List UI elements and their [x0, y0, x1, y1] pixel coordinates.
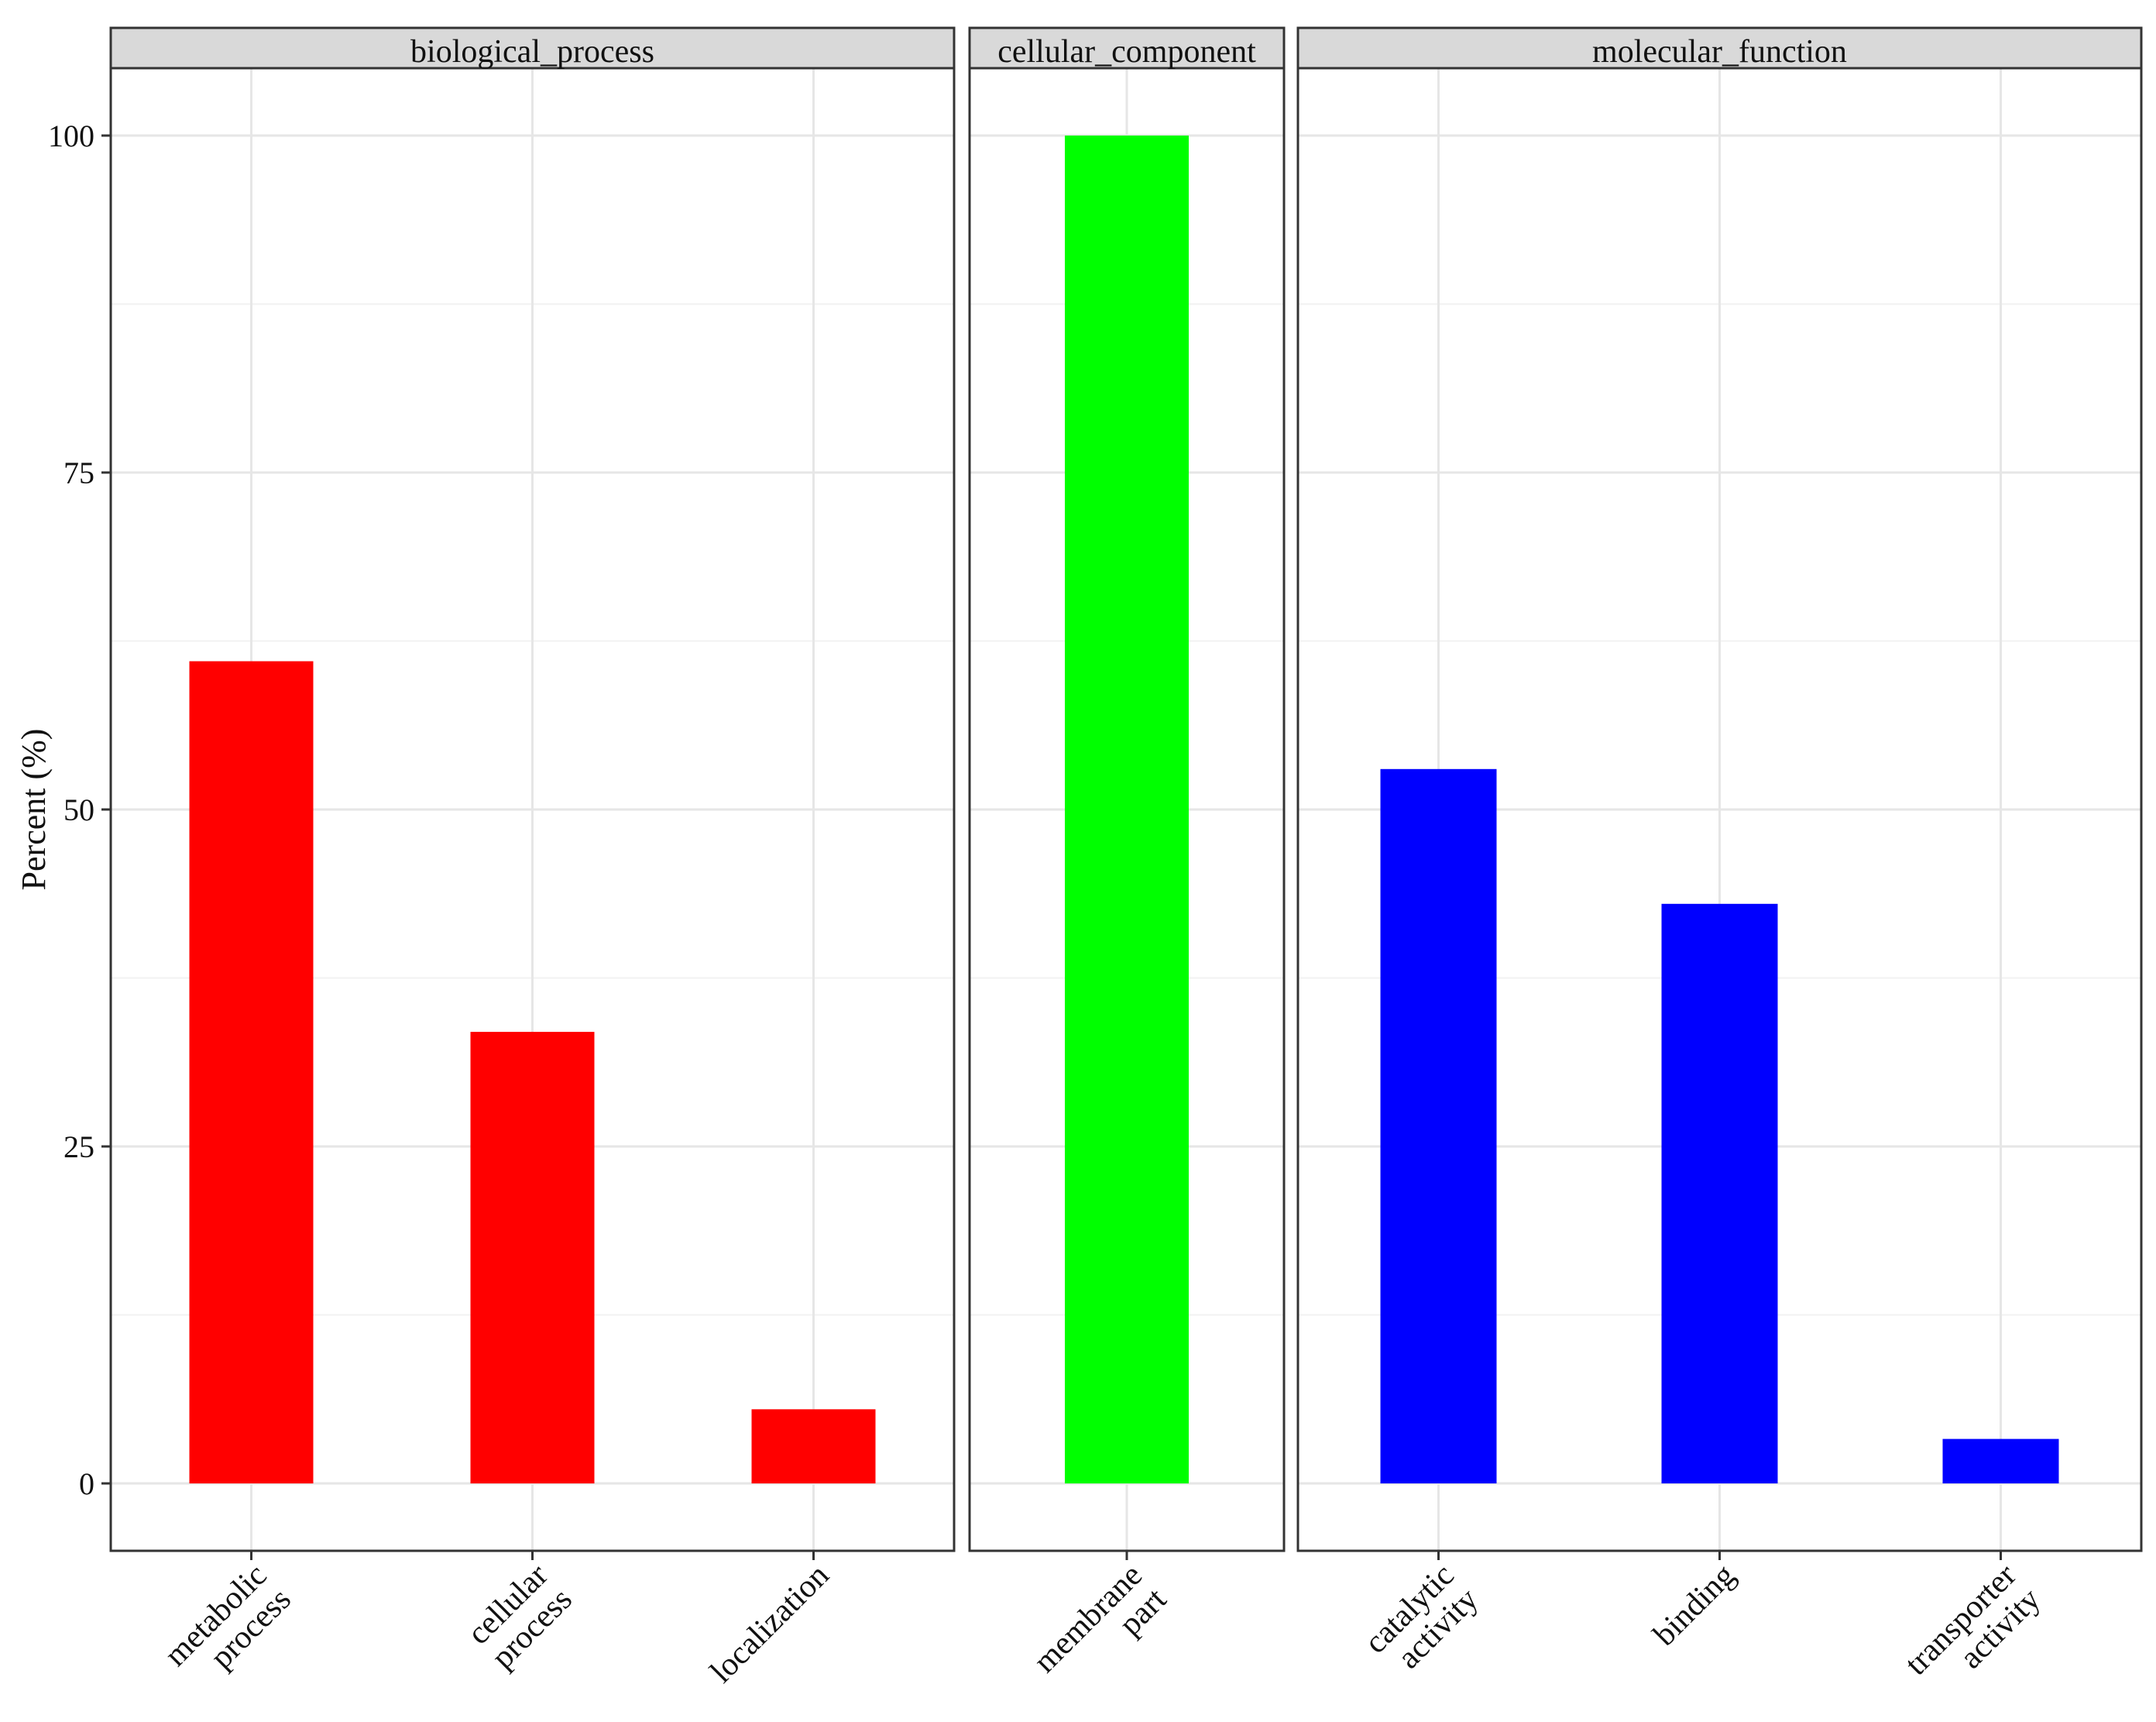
y-tick-label: 75 — [64, 455, 94, 490]
category-label: metabolicprocess — [158, 1558, 298, 1698]
facet-strip — [968, 26, 1286, 70]
facet-strip-label: biological_process — [410, 34, 654, 70]
facet-strip-label: molecular_function — [1592, 34, 1847, 70]
bar — [189, 661, 314, 1483]
category-label: catalyticactivity — [1358, 1558, 1485, 1685]
y-tick-label: 0 — [79, 1466, 94, 1501]
bar — [1942, 1438, 2059, 1483]
y-axis-title: Percent (%) — [15, 729, 53, 891]
bar — [1380, 768, 1497, 1483]
category-label: cellularprocess — [461, 1558, 579, 1676]
category-label: transporteractivity — [1898, 1558, 2047, 1707]
bar — [1065, 136, 1189, 1483]
bar — [1661, 903, 1778, 1483]
bar — [751, 1409, 876, 1483]
y-tick-label: 100 — [48, 119, 94, 153]
y-tick-label: 25 — [64, 1129, 94, 1164]
bar — [470, 1032, 595, 1483]
category-label: binding — [1646, 1558, 1742, 1653]
facet-strip-label: cellular_component — [997, 34, 1256, 70]
facet-strip — [1296, 26, 2143, 70]
category-label: localization — [704, 1558, 836, 1690]
category-label: membranepart — [1027, 1557, 1173, 1703]
y-tick-label: 50 — [64, 792, 94, 827]
facet-strip — [109, 26, 956, 70]
